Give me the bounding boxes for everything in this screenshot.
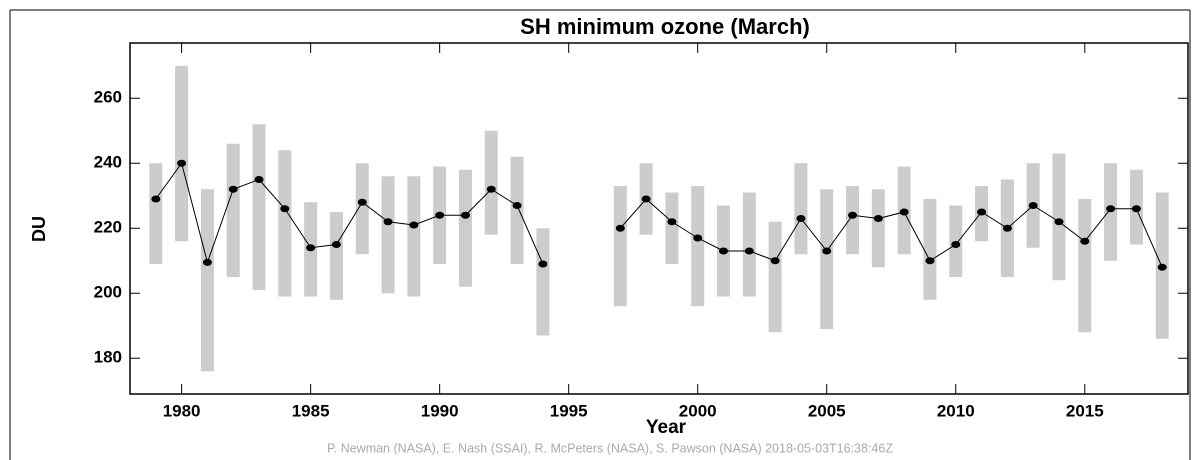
point — [744, 247, 754, 255]
range-bar — [252, 124, 266, 290]
point — [796, 215, 806, 222]
range-bar — [691, 186, 705, 307]
point — [460, 211, 470, 219]
range-bar — [768, 221, 782, 333]
range-bar — [665, 192, 679, 264]
point — [1002, 224, 1012, 232]
point — [977, 208, 987, 216]
point — [383, 218, 393, 226]
plot-frame — [129, 42, 1189, 395]
point — [357, 198, 367, 206]
range-bar — [923, 199, 937, 300]
range-bar — [536, 228, 550, 336]
y-tick-label: 220 — [94, 218, 122, 237]
point — [331, 241, 341, 248]
chart-title: SH minimum ozone (March) — [520, 14, 810, 39]
point — [899, 208, 909, 216]
x-tick-label: 2010 — [937, 401, 975, 420]
line — [155, 162, 1163, 268]
point — [306, 244, 316, 252]
y-tick-label: 260 — [94, 88, 122, 107]
y-tick-label: 240 — [94, 153, 122, 172]
point — [719, 247, 729, 255]
range-bar — [613, 186, 627, 307]
point — [538, 260, 548, 268]
point — [254, 176, 264, 183]
range-bar — [820, 189, 834, 329]
point — [925, 257, 935, 265]
point — [873, 215, 883, 222]
point — [1157, 263, 1167, 271]
point — [486, 185, 496, 193]
range-bar — [742, 192, 756, 297]
x-tick-label: 1995 — [550, 401, 588, 420]
x-tick-label: 1990 — [421, 401, 459, 420]
range-bar — [407, 176, 421, 297]
y-axis-label: DU — [29, 216, 49, 242]
point — [151, 195, 161, 203]
point — [615, 224, 625, 232]
point — [202, 258, 212, 266]
footer: P. Newman (NASA), E. Nash (SSAI), R. McP… — [327, 441, 893, 455]
point — [848, 211, 858, 219]
range-bar — [510, 156, 524, 264]
x-tick-label: 2015 — [1066, 401, 1104, 420]
x-tick-label: 2000 — [679, 401, 717, 420]
point — [280, 205, 290, 213]
point — [822, 247, 832, 255]
range-bar — [329, 212, 343, 300]
x-tick-label: 1980 — [163, 401, 201, 420]
point — [667, 218, 677, 226]
point — [1054, 218, 1064, 226]
y-tick-label: 180 — [94, 348, 122, 367]
range-bar — [846, 186, 860, 255]
x-tick-label: 1985 — [292, 401, 330, 420]
range-bar — [1052, 153, 1066, 281]
point — [228, 185, 238, 193]
x-axis-label: Year — [646, 417, 687, 438]
range-bar — [149, 163, 163, 264]
point — [177, 159, 187, 167]
point — [951, 241, 961, 248]
range-bar — [484, 130, 498, 235]
point — [512, 202, 522, 209]
range-bar — [794, 163, 808, 255]
x-tick-label: 2005 — [808, 401, 846, 420]
point — [1131, 205, 1141, 213]
point — [1028, 202, 1038, 209]
range-bar — [871, 189, 885, 268]
range-bar — [355, 163, 369, 255]
range-bar — [175, 65, 189, 242]
point — [1106, 205, 1116, 213]
y-tick-label: 200 — [94, 283, 122, 302]
range-bar — [200, 189, 214, 372]
point — [770, 257, 780, 265]
range-bar — [381, 176, 395, 294]
point — [1080, 237, 1090, 245]
point — [693, 234, 703, 242]
range-bar — [458, 169, 472, 287]
point — [435, 211, 445, 219]
range-bar — [1078, 199, 1092, 333]
point — [409, 221, 419, 229]
range-bar — [226, 143, 240, 277]
point — [641, 195, 651, 203]
range-bar — [278, 150, 292, 297]
